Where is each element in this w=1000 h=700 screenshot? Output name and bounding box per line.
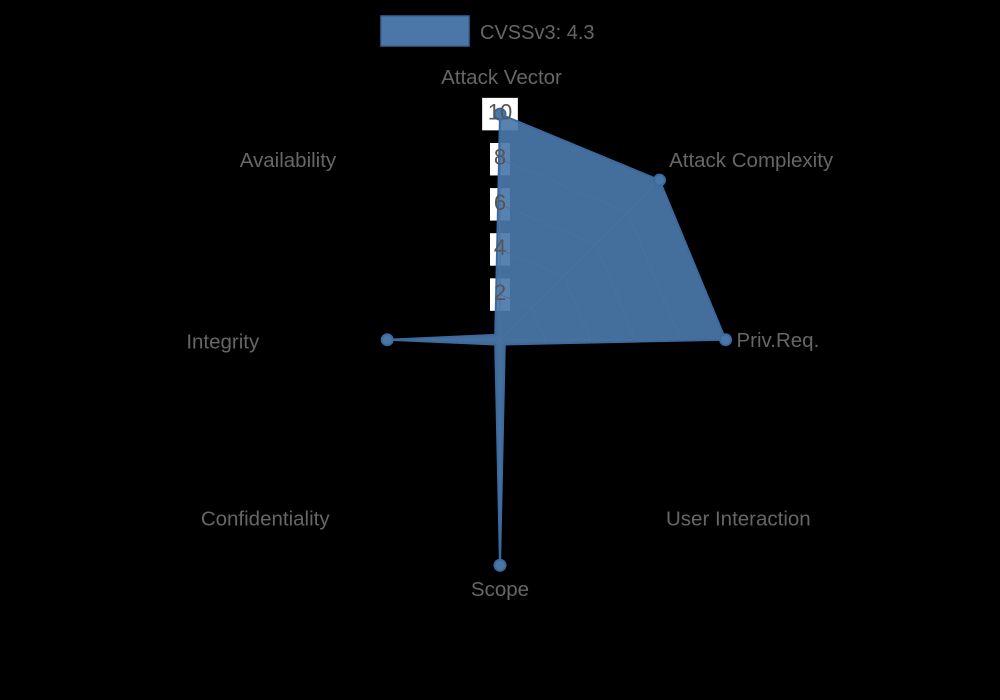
svg-text:10: 10 xyxy=(488,100,512,125)
svg-text:2: 2 xyxy=(494,280,506,305)
svg-text:Priv.Req.: Priv.Req. xyxy=(737,329,820,352)
svg-text:Integrity: Integrity xyxy=(186,331,260,354)
svg-text:Scope: Scope xyxy=(471,578,529,601)
svg-text:Attack Complexity: Attack Complexity xyxy=(669,149,834,172)
svg-text:4: 4 xyxy=(494,235,506,260)
svg-text:User Interaction: User Interaction xyxy=(666,508,811,531)
svg-text:6: 6 xyxy=(494,190,506,215)
svg-text:Availability: Availability xyxy=(240,149,337,172)
svg-text:Attack Vector: Attack Vector xyxy=(441,66,562,89)
svg-text:Confidentiality: Confidentiality xyxy=(201,508,331,531)
svg-text:CVSSv3: 4.3: CVSSv3: 4.3 xyxy=(480,22,595,44)
svg-text:8: 8 xyxy=(494,145,506,170)
